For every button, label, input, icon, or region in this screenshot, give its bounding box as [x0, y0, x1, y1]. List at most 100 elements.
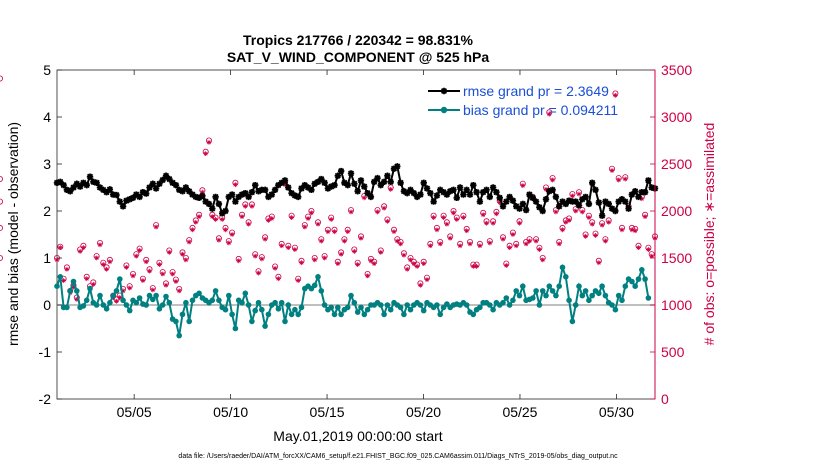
rmse-point	[344, 181, 351, 189]
rmse-point	[552, 193, 560, 201]
obs-assimilated-point	[563, 219, 569, 225]
bias-point	[338, 311, 344, 318]
obs-assimilated-point	[143, 259, 149, 265]
bias-point	[232, 325, 239, 332]
bias-point	[556, 283, 562, 290]
obs-assimilated-point	[642, 214, 648, 220]
obs-assimilated-point	[540, 257, 546, 263]
bias-point	[516, 292, 523, 299]
obs-assimilated-point	[622, 176, 628, 182]
legend-bias-dot	[440, 106, 448, 114]
x-axis-label: May.01,2019 00:00:00 start	[273, 428, 443, 444]
rmse-point	[311, 180, 318, 187]
obs-assimilated-point	[394, 238, 400, 244]
bias-point	[100, 302, 107, 308]
obs-assimilated-point	[275, 276, 281, 282]
obs-assimilated-point	[553, 209, 559, 215]
rmse-point	[529, 194, 536, 202]
rmse-point	[328, 183, 335, 190]
obs-assimilated-point	[209, 214, 215, 220]
bias-point	[183, 299, 189, 306]
obs-assimilated-point	[490, 220, 496, 226]
rmse-point	[275, 181, 282, 189]
obs-assimilated-point	[157, 262, 162, 267]
rmse-point	[261, 186, 269, 194]
rmse-point	[53, 179, 61, 186]
rmse-point	[374, 174, 381, 182]
bias-point	[549, 288, 556, 294]
obs-assimilated-point	[153, 224, 159, 230]
y2-axis-label: # of obs: o=possible; ∗=assimilated	[701, 123, 717, 346]
rmse-point	[473, 189, 480, 196]
bias-point	[520, 283, 526, 290]
bias-point	[150, 296, 156, 303]
obs-assimilated-point	[474, 264, 479, 269]
obs-assimilated-point	[100, 262, 106, 267]
bias-point	[397, 304, 404, 311]
bias-point	[642, 276, 648, 282]
bias-point	[434, 302, 440, 308]
obs-assimilated-point	[259, 256, 265, 262]
bias-point	[589, 292, 595, 299]
obs-assimilated-point	[147, 268, 152, 274]
obs-assimilated-point	[384, 218, 390, 224]
x-tick-label: 05/30	[599, 404, 634, 420]
obs-assimilated-point	[81, 245, 86, 251]
obs-assimilated-point	[315, 221, 321, 227]
obs-assimilated-point	[107, 259, 113, 265]
rmse-point	[285, 184, 292, 191]
rmse-point	[364, 189, 371, 197]
bias-point	[364, 306, 371, 313]
bias-point	[576, 283, 582, 290]
obs-assimilated-point	[190, 227, 195, 233]
bias-point	[546, 283, 553, 290]
bias-point	[387, 306, 394, 313]
legend-rmse-marker	[440, 87, 448, 95]
bias-point	[378, 302, 384, 308]
rmse-point	[575, 202, 583, 209]
rmse-point	[519, 200, 527, 208]
rmse-point	[423, 185, 431, 192]
bias-point	[407, 306, 414, 313]
bias-point	[259, 306, 265, 313]
rmse-point	[433, 192, 441, 199]
bias-point	[103, 306, 110, 312]
obs-assimilated-point	[173, 279, 179, 284]
bias-point	[384, 302, 391, 308]
obs-assimilated-point	[114, 298, 119, 304]
legend-bias-marker	[440, 106, 448, 114]
obs-assimilated-point	[219, 217, 225, 222]
bias-point	[113, 288, 120, 294]
obs-assimilated-point	[266, 218, 271, 223]
rmse-point	[592, 186, 599, 194]
obs-assimilated-point	[77, 249, 83, 254]
obs-assimilated-point	[536, 247, 542, 252]
bias-point	[93, 302, 100, 308]
rmse-point	[301, 181, 308, 189]
rmse-point	[152, 185, 160, 192]
obs-assimilated-point	[170, 271, 176, 277]
bias-point	[615, 292, 622, 299]
obs-assimilated-point	[127, 285, 133, 291]
obs-assimilated-point	[460, 215, 466, 220]
bias-point	[179, 311, 186, 318]
rmse-point	[324, 185, 332, 192]
obs-assimilated-point	[454, 217, 460, 222]
obs-assimilated-point	[120, 288, 126, 294]
y-axis-ticks: -2 -1 0 1 2 3 4 5	[39, 62, 62, 407]
obs-assimilated-point	[543, 186, 549, 192]
rmse-point	[136, 193, 143, 201]
bias-point	[54, 283, 60, 290]
rmse-point	[354, 188, 361, 195]
bias-point	[553, 292, 559, 299]
rmse-point	[318, 175, 325, 183]
obs-assimilated-point	[269, 216, 275, 221]
rmse-point	[377, 181, 384, 189]
data-file-footer: data file: /Users/raeder/DAI/ATM_forcXX/…	[178, 453, 618, 460]
obs-assimilated-point	[196, 214, 202, 220]
rmse-point	[367, 193, 375, 201]
bias-point	[136, 295, 143, 301]
bias-point	[315, 274, 321, 280]
rmse-point	[479, 189, 487, 196]
rmse-point	[536, 204, 543, 211]
